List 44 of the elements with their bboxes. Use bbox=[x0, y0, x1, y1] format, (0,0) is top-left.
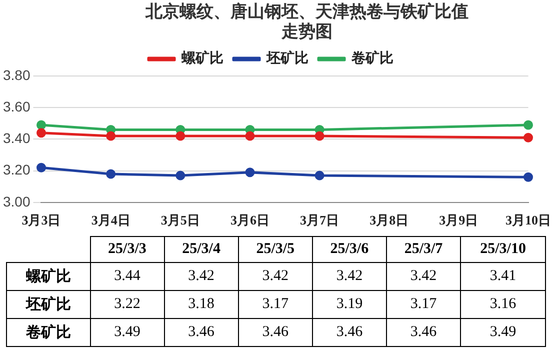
data-label: 3.17 bbox=[386, 290, 461, 318]
legend-label: 螺矿比 bbox=[6, 262, 90, 290]
legend-label: 卷矿比 bbox=[6, 318, 90, 346]
data-label: 3.44 bbox=[90, 262, 164, 290]
data-label: 3.41 bbox=[460, 262, 546, 290]
data-label: 3.42 bbox=[386, 262, 461, 290]
y-tick-label: 3.80 bbox=[3, 66, 30, 83]
category-label: 25/3/7 bbox=[386, 236, 461, 262]
data-label: 3.17 bbox=[238, 290, 312, 318]
x-tick-label: 3月8日 bbox=[370, 212, 409, 228]
data-label: 3.46 bbox=[386, 318, 461, 346]
data-label: 3.42 bbox=[164, 262, 238, 290]
data-label: 3.16 bbox=[460, 290, 546, 318]
data-label: 3.18 bbox=[164, 290, 238, 318]
x-tick-label: 3月10日 bbox=[506, 212, 551, 228]
data-label: 3.42 bbox=[238, 262, 312, 290]
data-label: 3.49 bbox=[90, 318, 164, 346]
data-label: 3.49 bbox=[460, 318, 546, 346]
x-tick-label: 3月9日 bbox=[439, 212, 478, 228]
x-tick-label: 3月5日 bbox=[160, 212, 200, 228]
legend-label: 螺矿比 bbox=[180, 50, 224, 67]
y-tick-label: 3.60 bbox=[3, 98, 30, 114]
category-label: 25/3/6 bbox=[312, 236, 386, 262]
x-tick-label: 3月3日 bbox=[22, 212, 61, 228]
chart-title: 北京螺纹、唐山钢坯、天津热卷与铁矿比值走势图 bbox=[144, 2, 470, 42]
x-tick-label: 3月7日 bbox=[300, 212, 340, 228]
category-label: 25/3/3 bbox=[90, 236, 164, 262]
data-label: 3.42 bbox=[312, 262, 386, 290]
legend-label: 卷矿比 bbox=[350, 50, 394, 67]
y-tick-label: 3.20 bbox=[3, 162, 30, 178]
y-tick-label: 3.40 bbox=[3, 130, 30, 146]
data-label: 3.19 bbox=[312, 290, 386, 318]
category-label: 25/3/5 bbox=[238, 236, 312, 262]
data-label: 3.46 bbox=[164, 318, 238, 346]
x-tick-label: 3月6日 bbox=[230, 212, 270, 228]
x-tick-label: 3月4日 bbox=[91, 212, 130, 228]
y-tick-label: 3.00 bbox=[3, 193, 30, 210]
data-label: 3.46 bbox=[312, 318, 386, 346]
legend-label: 坯矿比 bbox=[6, 290, 90, 318]
category-label: 25/3/10 bbox=[460, 236, 546, 262]
data-label: 3.46 bbox=[238, 318, 312, 346]
legend-label: 坯矿比 bbox=[266, 50, 308, 67]
category-label: 25/3/4 bbox=[164, 236, 238, 262]
data-label: 3.22 bbox=[90, 290, 164, 318]
